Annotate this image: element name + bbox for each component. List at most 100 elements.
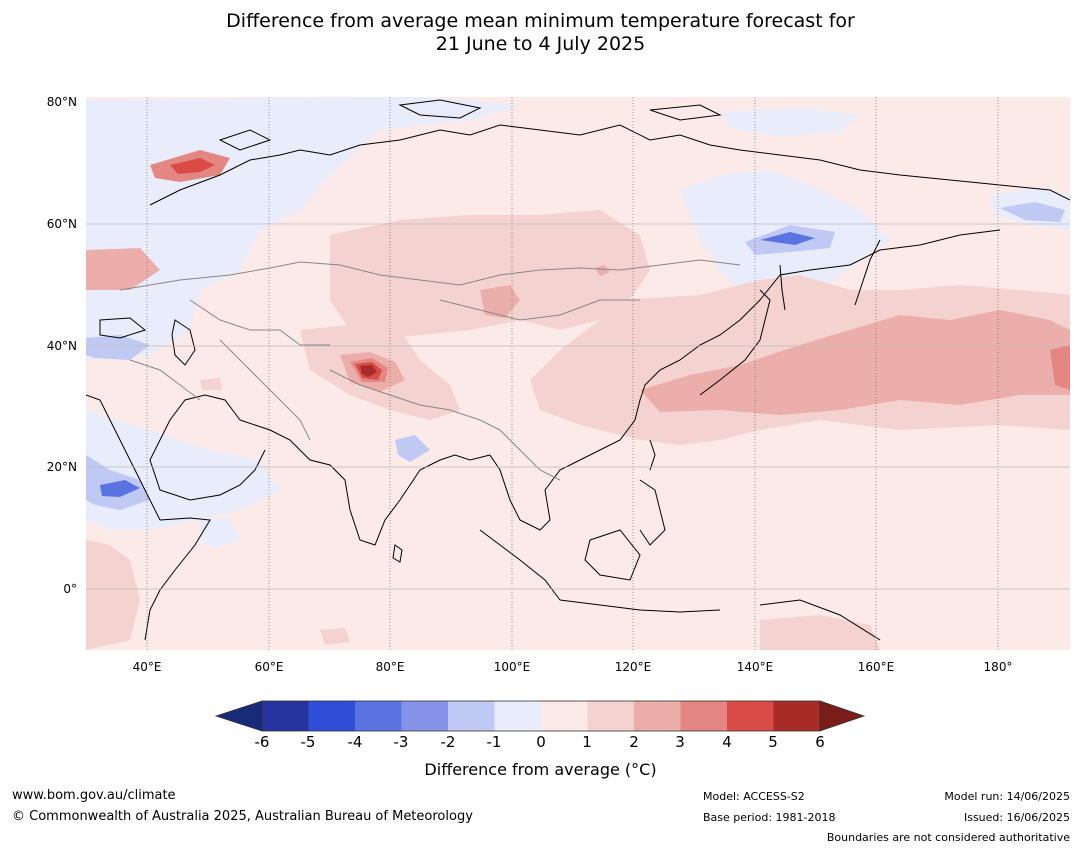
lat-label-80n: 80°N [46,95,77,109]
anomaly-region-far-east-core [1000,202,1065,222]
colorbar-label: Difference from average (°C) [424,760,657,779]
coastline-borneo [584,529,641,581]
colorbar-tick: 0 [536,733,546,751]
border-iran-pakistan [219,339,311,441]
latitude-lines [86,223,1070,590]
anomaly-region-kashmir-peak [360,365,377,377]
colorbar [214,700,866,732]
coastline-java [559,599,721,613]
anomaly-region-somalia [200,518,240,548]
lon-label-80e: 80°E [375,660,405,674]
coastline-sakhalin [779,264,786,311]
border-southeast-asia [499,429,561,481]
colorbar-bin [727,701,774,731]
border-russia-south [119,259,741,291]
issued-date: Issued: 16/06/2025 [963,811,1070,824]
coastline-arctic-islands [218,99,722,151]
colorbar-tick: 2 [629,733,639,751]
coastline-arabia [149,394,266,501]
anomaly-region-mongolia-warm [480,285,520,318]
colorbar-bin [262,701,309,731]
colorbar-bin [401,701,449,731]
map-title-line-2: 21 June to 4 July 2025 [435,33,646,55]
anomaly-region-pacific-east [1050,345,1070,390]
lon-label-160e: 160°E [857,660,895,674]
colorbar-bin [680,701,728,731]
warmer-anomaly-regions [86,150,1070,650]
lon-label-100e: 100°E [493,660,531,674]
lat-label-0: 0° [63,582,77,596]
coastline-new-guinea [759,599,881,641]
coastline-kamchatka [854,239,881,306]
colorbar-under-triangle [214,700,263,732]
graticule [146,97,999,650]
colorbar-bin [448,701,495,731]
model-run-date: Model run: 14/06/2025 [944,790,1070,803]
coastline-sumatra [479,529,561,601]
lon-label-120e: 120°E [614,660,652,674]
colorbar-bin [355,701,402,731]
colorbar-bin [634,701,681,731]
anomaly-region-mongolia-spot [595,265,610,276]
colorbar-bin [308,701,356,731]
coastline-sri-lanka [392,544,403,563]
colorbar-tick: 3 [675,733,685,751]
anomaly-region-caspian [86,335,150,360]
lat-label-60n: 60°N [46,217,77,231]
map-title-line-1: Difference from average mean minimum tem… [226,10,855,32]
anomaly-region-barents-core [170,158,215,174]
anomaly-region-arabia-spot [200,378,222,390]
anomaly-region-tibet [395,435,430,462]
anomaly-region-east-siberia-peak [760,232,815,245]
coastline-east-asia [489,229,1001,531]
lat-label-20n: 20°N [46,460,77,474]
coastline-taiwan [649,439,656,471]
colorbar-tick: -2 [440,733,456,751]
colorbar-tick: -3 [393,733,409,751]
border-tibet-india [329,369,501,431]
lon-label-180: 180° [983,660,1013,674]
coastline-red-sea [86,394,161,521]
lon-label-140e: 140°E [736,660,774,674]
colorbar-tick: 5 [768,733,778,751]
colorbar-bin [494,701,542,731]
boundaries-disclaimer: Boundaries are not considered authoritat… [826,831,1070,844]
colorbar-frame [261,700,821,732]
colorbar-tick: 6 [815,733,825,751]
coastlines [86,99,1070,641]
colorbar-tick: -4 [347,733,363,751]
anomaly-region-siberia [330,210,650,340]
colorbar-bin [541,701,588,731]
border-central-asia [189,299,330,346]
coastline-japan [699,289,771,396]
coastline-caspian [171,319,196,366]
coastline-south-asia [239,419,491,546]
anomaly-region-pacific-core [640,310,1070,415]
anomaly-region-red-sea-core [100,480,140,497]
colorbar-tick: -5 [300,733,316,751]
anomaly-region-new-guinea [760,615,880,650]
colorbar-over-triangle [819,700,866,732]
colorbar-tick: -1 [486,733,502,751]
copyright-text: © Commonwealth of Australia 2025, Austra… [12,809,473,824]
website-link[interactable]: www.bom.gov.au/climate [12,788,176,803]
colorbar-tick: -6 [254,733,270,751]
lon-label-40e: 40°E [132,660,162,674]
coastline-east-africa [144,517,211,641]
anomaly-region-kola [86,248,160,290]
border-mongolia-china [439,299,640,321]
lat-label-40n: 40°N [46,339,77,353]
colorbar-tick: 4 [722,733,732,751]
coastline-philippines [639,479,666,546]
colorbar-bin [587,701,635,731]
border-middle-east [129,359,201,401]
lon-label-60e: 60°E [254,660,284,674]
colorbar-bin [773,701,821,731]
coastline-black-sea [99,317,147,339]
base-period: Base period: 1981-2018 [703,811,836,824]
anomaly-region-east-africa [86,540,140,650]
anomaly-region-indian-ocean [320,628,350,645]
country-borders [119,259,741,481]
model-name: Model: ACCESS-S2 [703,790,805,803]
